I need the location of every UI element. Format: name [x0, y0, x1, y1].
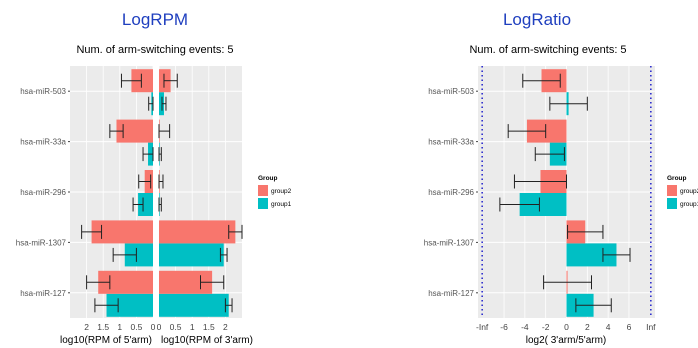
- left-category-label: hsa-miR-127: [20, 289, 66, 298]
- left-chart-title: Num. of arm-switching events: 5: [76, 44, 233, 56]
- left-legend-label-group1: group1: [271, 201, 292, 208]
- left-category-label: hsa-miR-33a: [20, 138, 66, 147]
- left-legend-swatch-group1: [258, 198, 268, 209]
- left-legend-title: Group: [258, 175, 278, 182]
- right-category-label: hsa-miR-127: [428, 289, 474, 298]
- right-category-label: hsa-miR-503: [428, 87, 474, 96]
- right-legend-swatch-group1: [667, 198, 677, 209]
- left-xlabel-5arm: log10(RPM of 5'arm): [60, 335, 152, 346]
- right-figure-title: LogRatio: [503, 10, 571, 29]
- right-chart-title: Num. of arm-switching events: 5: [469, 44, 626, 56]
- bar-ratio-group1: [519, 193, 567, 216]
- right-x-tick: -Inf: [476, 322, 489, 332]
- right-xlabel: log2( 3'arm/5'arm): [526, 335, 607, 346]
- left-x-tick-5arm: 1.5: [97, 322, 109, 332]
- left-x-tick-5arm: 0.5: [130, 322, 142, 332]
- left-category-label: hsa-miR-1307: [16, 238, 67, 247]
- right-x-tick: -4: [521, 322, 529, 332]
- right-x-tick: 0: [564, 322, 569, 332]
- chart-marks: hsa-miR-503 hsa-miR-33a hsa-miR-296 hsa-miR…: [16, 66, 698, 332]
- left-category-label: hsa-miR-296: [20, 188, 66, 197]
- left-x-tick-5arm: 1: [117, 322, 122, 332]
- left-x-tick-5arm: 0: [151, 322, 156, 332]
- bar-5arm-group2: [91, 220, 153, 244]
- left-x-tick-3arm: 0.5: [170, 322, 182, 332]
- bar-3arm-group2: [159, 220, 236, 244]
- right-legend-label-group2: group2: [680, 188, 698, 195]
- bar-3arm-group1: [159, 243, 224, 267]
- left-xlabel-3arm: log10(RPM of 3'arm): [161, 335, 253, 346]
- right-legend-swatch-group2: [667, 185, 677, 196]
- bar-5arm-group2: [98, 270, 153, 294]
- bar-ratio-group1: [566, 243, 617, 267]
- left-legend-swatch-group2: [258, 185, 268, 196]
- left-category-label: hsa-miR-503: [20, 87, 66, 96]
- right-x-tick: 4: [606, 322, 611, 332]
- right-category-label: hsa-miR-296: [428, 188, 474, 197]
- right-x-tick: -2: [542, 322, 550, 332]
- bar-5arm-group1: [138, 193, 153, 216]
- left-x-tick-5arm: 2: [84, 322, 89, 332]
- right-legend-title: Group: [667, 175, 687, 182]
- bar-ratio-group2: [526, 119, 567, 143]
- left-legend-label-group2: group2: [271, 188, 292, 195]
- right-x-tick: 6: [627, 322, 632, 332]
- bar-5arm-group2: [116, 119, 153, 143]
- left-x-tick-3arm: 0: [157, 322, 162, 332]
- right-x-tick: -6: [500, 322, 508, 332]
- bar-3arm-group1: [159, 293, 229, 317]
- left-x-tick-3arm: 1.5: [203, 322, 215, 332]
- left-x-tick-3arm: 2: [223, 322, 228, 332]
- bar-5arm-group1: [124, 243, 153, 267]
- bar-3arm-group2: [159, 270, 213, 294]
- bar-5arm-group2: [131, 69, 153, 93]
- right-legend-label-group1: group1: [680, 201, 698, 208]
- right-x-tick: Inf: [646, 322, 656, 332]
- left-figure-title: LogRPM: [122, 10, 188, 29]
- left-x-tick-3arm: 1: [190, 322, 195, 332]
- right-x-tick: 2: [585, 322, 590, 332]
- right-category-label: hsa-miR-1307: [424, 238, 475, 247]
- right-category-label: hsa-miR-33a: [428, 138, 474, 147]
